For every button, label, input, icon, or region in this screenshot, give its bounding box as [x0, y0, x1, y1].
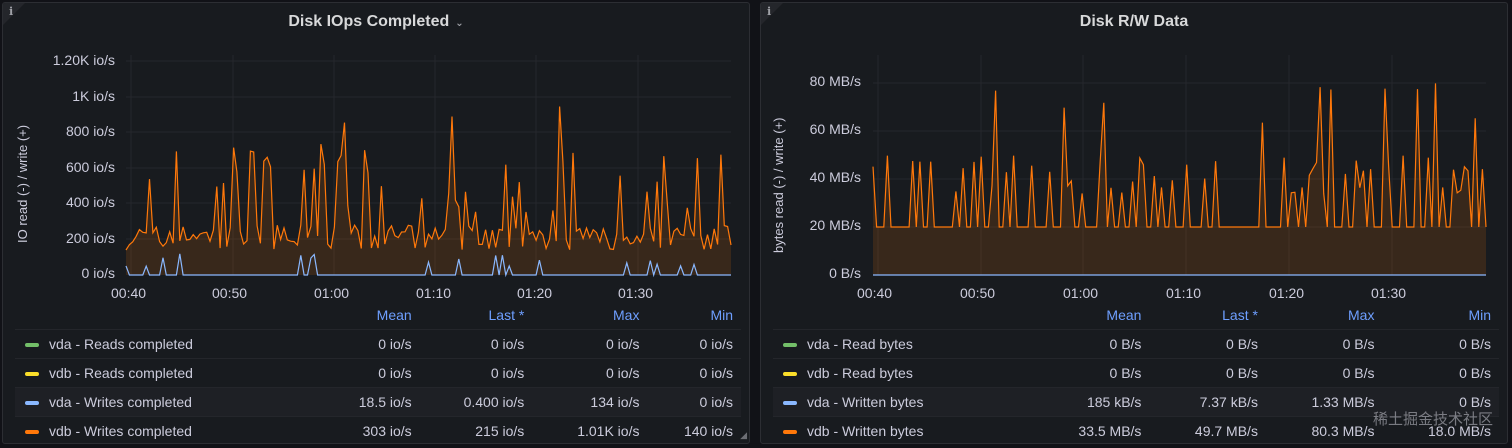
x-tick: 01:20 [1269, 285, 1305, 301]
legend-row[interactable]: vdb - Reads completed 0 io/s 0 io/s 0 io… [15, 358, 741, 388]
legend-header-mean[interactable]: Mean [376, 307, 412, 323]
y-tick: 1.20K io/s [52, 52, 115, 68]
legend-header-last[interactable]: Last * [1222, 307, 1258, 323]
series-line-vdb-writes [125, 106, 732, 251]
legend-row[interactable]: vdb - Written bytes 33.5 MB/s 49.7 MB/s … [773, 416, 1499, 443]
series-swatch [25, 372, 39, 377]
y-tick: 400 io/s [65, 194, 115, 210]
legend-row[interactable]: vda - Written bytes 185 kB/s 7.37 kB/s 1… [773, 387, 1499, 417]
series-line-vda-writes [125, 253, 731, 278]
legend-header-min[interactable]: Min [1468, 307, 1491, 323]
legend-header-last[interactable]: Last * [488, 307, 525, 323]
x-tick: 00:50 [960, 285, 996, 301]
y-tick: 20 MB/s [809, 217, 861, 233]
resize-handle-icon[interactable]: ◢ [740, 430, 747, 440]
series-swatch [783, 430, 797, 435]
x-tick: 00:40 [111, 285, 147, 301]
y-tick: 800 io/s [65, 123, 115, 139]
series-swatch [783, 401, 797, 406]
legend-row[interactable]: vda - Writes completed 18.5 io/s 0.400 i… [15, 387, 741, 417]
chevron-down-icon[interactable]: ⌄ [455, 18, 464, 29]
y-tick: 40 MB/s [809, 169, 861, 185]
series-swatch [783, 343, 797, 348]
y-tick: 80 MB/s [809, 73, 861, 89]
x-tick: 01:00 [1063, 285, 1099, 301]
legend-row[interactable]: vda - Read bytes 0 B/s 0 B/s 0 B/s 0 B/s [773, 329, 1499, 359]
series-swatch [25, 430, 39, 435]
y-tick: 600 io/s [65, 159, 115, 175]
panel-title[interactable]: Disk R/W Data [1079, 13, 1189, 30]
x-tick: 00:50 [212, 285, 248, 301]
legend-table: Mean Last * Max Min vda - Reads complete… [15, 303, 741, 443]
series-area-vdb-writes [126, 106, 731, 275]
panel-disk-rw: i Disk R/W Data bytes read (-) / write (… [760, 2, 1508, 444]
x-tick: 01:10 [1166, 285, 1202, 301]
legend-header-min[interactable]: Min [710, 307, 733, 323]
x-tick: 01:20 [517, 285, 553, 301]
legend-row[interactable]: vdb - Read bytes 0 B/s 0 B/s 0 B/s 0 B/s [773, 358, 1499, 388]
series-swatch [25, 343, 39, 348]
x-tick: 00:40 [857, 285, 893, 301]
x-tick: 01:30 [618, 285, 654, 301]
legend-header-max[interactable]: Max [1348, 307, 1375, 323]
y-tick: 0 B/s [829, 265, 861, 281]
y-tick: 0 io/s [81, 265, 115, 281]
iops-chart[interactable] [3, 43, 750, 283]
series-swatch [25, 401, 39, 406]
panel-disk-iops: i Disk IOps Completed ⌄ IO read (-) / wri… [2, 2, 750, 444]
x-tick: 01:00 [314, 285, 350, 301]
panel-title[interactable]: Disk IOps Completed ⌄ [288, 13, 464, 30]
legend-header-max[interactable]: Max [613, 307, 640, 323]
series-line-vdb-written [872, 83, 1487, 228]
watermark: 稀土掘金技术社区 [1372, 411, 1493, 428]
rw-chart[interactable] [761, 43, 1508, 283]
legend-header-mean[interactable]: Mean [1106, 307, 1142, 323]
x-tick: 01:10 [416, 285, 452, 301]
y-tick: 200 io/s [65, 230, 115, 246]
series-swatch [783, 372, 797, 377]
legend-table: Mean Last * Max Min vda - Read bytes 0 B… [773, 303, 1499, 443]
x-tick: 01:30 [1371, 285, 1407, 301]
legend-row[interactable]: vdb - Writes completed 303 io/s 215 io/s… [15, 416, 741, 443]
y-tick: 60 MB/s [809, 121, 861, 137]
y-tick: 1K io/s [72, 88, 115, 104]
legend-row[interactable]: vda - Reads completed 0 io/s 0 io/s 0 io… [15, 329, 741, 359]
